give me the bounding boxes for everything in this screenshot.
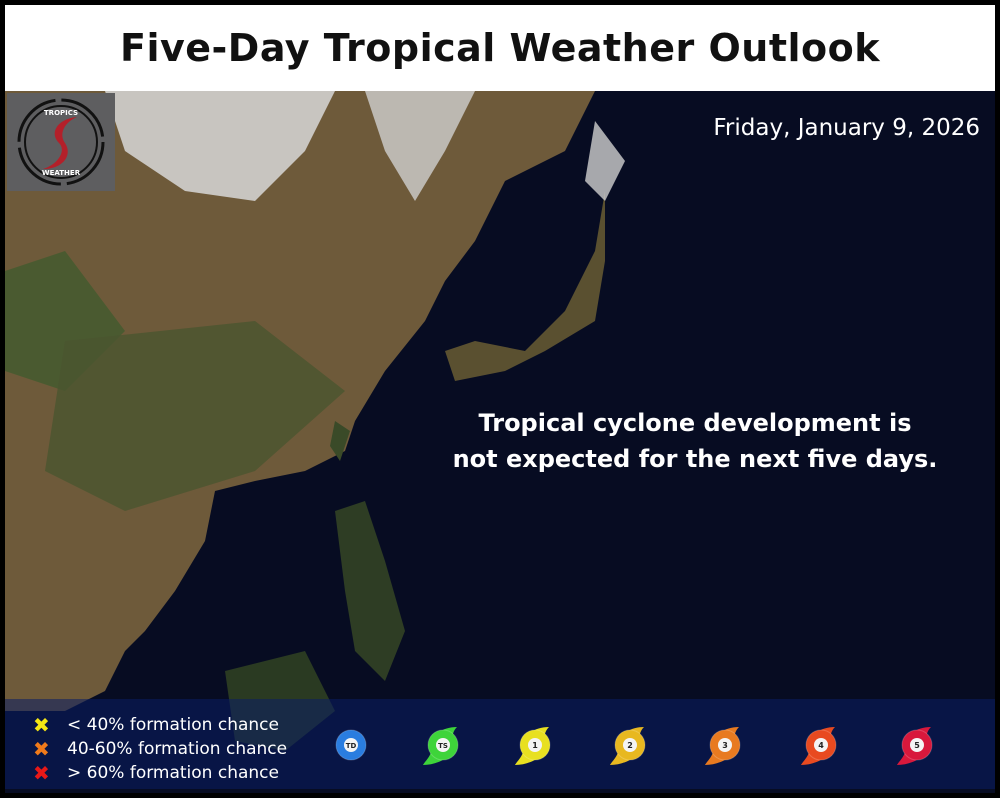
taiwan — [330, 421, 350, 461]
legend-label: > 60% formation chance — [67, 763, 279, 783]
storm-label: 3 — [722, 741, 728, 750]
legend-low-chance: ✖ < 40% formation chance — [33, 713, 279, 737]
legend-label: 40-60% formation chance — [67, 739, 288, 759]
message-line-2: not expected for the next five days. — [452, 445, 938, 473]
legend-high-chance: ✖ > 60% formation chance — [33, 761, 279, 785]
x-marker-icon: ✖ — [33, 761, 50, 785]
storm-label: 5 — [914, 741, 920, 750]
japan — [445, 191, 605, 381]
outlook-date: Friday, January 9, 2026 — [713, 115, 980, 141]
satellite-map — [5, 91, 995, 793]
x-marker-icon: ✖ — [33, 713, 50, 737]
storm-label: 2 — [627, 741, 633, 750]
storm-label: 1 — [532, 741, 538, 750]
legend-label: < 40% formation chance — [67, 715, 279, 735]
page-title: Five-Day Tropical Weather Outlook — [119, 26, 881, 70]
outlook-graphic: Five-Day Tropical Weather Outlook TROPIC… — [5, 5, 995, 793]
storm-label: TD — [346, 742, 357, 750]
storm-label: TS — [438, 742, 448, 750]
storm-category-icon-ts: TS — [421, 723, 465, 767]
storm-category-icon-td: TD — [329, 723, 373, 767]
storm-category-icon-4: 4 — [799, 723, 843, 767]
svg-text:WEATHER: WEATHER — [42, 169, 81, 177]
legend-medium-chance: ✖ 40-60% formation chance — [33, 737, 287, 761]
storm-category-icon-5: 5 — [895, 723, 939, 767]
outlook-message: Tropical cyclone development is not expe… — [405, 405, 985, 477]
storm-category-icon-1: 1 — [513, 723, 557, 767]
storm-category-icon-3: 3 — [703, 723, 747, 767]
x-marker-icon: ✖ — [33, 737, 50, 761]
storm-category-icon-2: 2 — [608, 723, 652, 767]
svg-text:TROPICS: TROPICS — [44, 109, 78, 117]
tropics-weather-logo: TROPICS WEATHER — [7, 93, 115, 191]
philippines — [335, 501, 405, 681]
title-bar: Five-Day Tropical Weather Outlook — [5, 5, 995, 91]
storm-label: 4 — [818, 741, 824, 750]
legend: ✖ < 40% formation chance ✖ 40-60% formatio… — [5, 699, 995, 789]
message-line-1: Tropical cyclone development is — [478, 409, 912, 437]
